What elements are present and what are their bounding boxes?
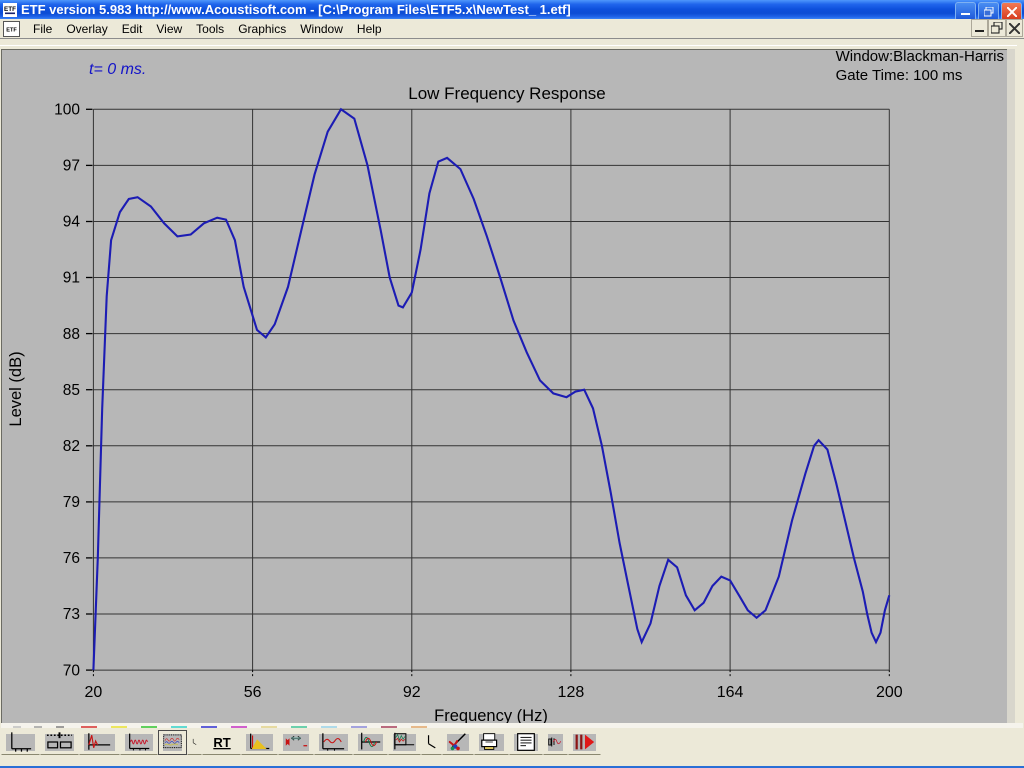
svg-text:Level (dB): Level (dB) [7, 351, 25, 426]
svg-text:ETF: ETF [4, 6, 16, 13]
svg-text:128: 128 [558, 684, 585, 701]
svg-text:20: 20 [85, 684, 103, 701]
svg-text:ETF: ETF [6, 27, 17, 33]
svg-text:92: 92 [403, 684, 421, 701]
svg-text:91: 91 [63, 270, 80, 287]
svg-text:73: 73 [63, 606, 80, 623]
svg-text:200: 200 [876, 684, 903, 701]
svg-text:88: 88 [63, 326, 80, 343]
svg-text:100: 100 [54, 102, 80, 119]
svg-text:94: 94 [63, 214, 81, 231]
svg-text:RT: RT [213, 735, 230, 750]
svg-text:70: 70 [63, 662, 81, 679]
svg-text:56: 56 [244, 684, 262, 701]
svg-text:97: 97 [63, 158, 80, 175]
svg-text:79: 79 [63, 494, 80, 511]
svg-text:82: 82 [63, 438, 80, 455]
svg-text:85: 85 [63, 382, 80, 399]
svg-text:164: 164 [717, 684, 744, 701]
svg-text:76: 76 [63, 550, 80, 567]
